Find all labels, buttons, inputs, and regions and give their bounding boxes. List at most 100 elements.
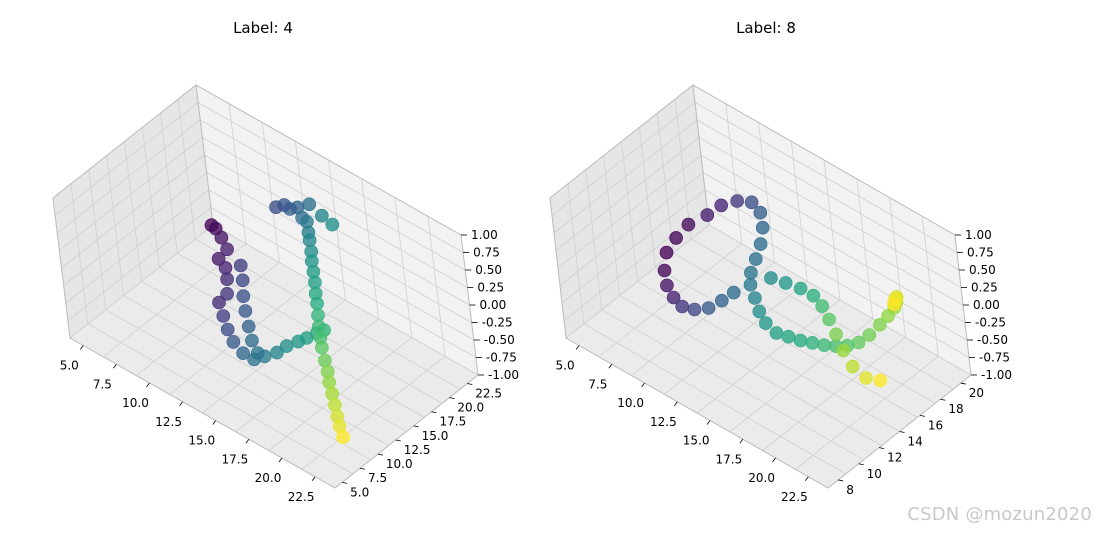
z-tick-label: -0.25 (975, 316, 1006, 330)
x-tick-label: 5.0 (556, 359, 575, 373)
x-tick-mark (146, 382, 150, 388)
data-point (744, 195, 759, 210)
y-tick-label: 5.0 (350, 485, 369, 499)
data-point (862, 328, 877, 342)
data-point (793, 333, 808, 348)
x-tick-mark (311, 476, 316, 481)
data-point (778, 276, 793, 290)
x-tick-mark (805, 476, 809, 481)
z-tick-label: 0.25 (477, 281, 504, 295)
y-tick-label: 18 (948, 402, 963, 416)
x-tick-label: 7.5 (588, 377, 607, 391)
data-point (675, 299, 690, 314)
data-point (815, 299, 830, 313)
y-tick-mark (467, 383, 473, 385)
x-tick-label: 20.0 (255, 471, 282, 485)
data-point (714, 198, 729, 213)
data-point (220, 286, 234, 301)
chart-title: Label: 8 (736, 19, 796, 37)
box-edges (549, 84, 972, 489)
y-tick-mark (449, 397, 455, 399)
data-point (845, 359, 860, 374)
data-point (302, 233, 317, 247)
z-tick-label: 1.00 (965, 228, 992, 242)
z-tick-label: 0.75 (473, 246, 500, 260)
z-tick-label: 1.00 (471, 228, 498, 242)
data-point (806, 288, 821, 303)
data-point (873, 373, 888, 388)
x-tick-label: 17.5 (222, 452, 249, 466)
data-point (270, 345, 284, 360)
x-tick-mark (113, 364, 117, 369)
x-tick-mark (278, 457, 283, 463)
data-point (279, 339, 294, 353)
data-point (291, 334, 306, 349)
y-tick-label: 20.0 (457, 401, 484, 415)
z-tick-label: 0.00 (973, 298, 1000, 312)
y-tick-label: 10 (867, 467, 882, 481)
y-tick-label: 12.5 (404, 443, 431, 457)
x-tick-mark (674, 401, 678, 406)
z-tick-label: -1.00 (981, 368, 1012, 382)
data-point (859, 371, 873, 385)
data-point (314, 208, 329, 223)
x-tick-mark (739, 439, 744, 444)
x-tick-label: 15.0 (188, 434, 215, 448)
y-tick-label: 20 (969, 386, 984, 400)
data-point (730, 194, 745, 208)
y-tick-label: 16 (928, 418, 943, 432)
x-tick-label: 12.5 (650, 415, 677, 429)
x-tick-mark (575, 345, 580, 350)
x-tick-label: 10.0 (122, 396, 149, 410)
x-tick-mark (79, 345, 84, 350)
data-point (836, 343, 851, 358)
y-tick-mark (395, 439, 401, 442)
data-point (681, 217, 696, 232)
data-point (764, 271, 778, 285)
y-tick-label: 14 (908, 435, 923, 449)
data-point (211, 251, 226, 266)
scatter-series (204, 197, 350, 445)
data-point (752, 304, 767, 319)
data-point (781, 329, 796, 344)
data-point (743, 277, 758, 292)
z-tick-label: 0.75 (967, 246, 994, 260)
x-tick-mark (245, 439, 250, 444)
data-point (817, 338, 832, 353)
data-point (700, 208, 715, 222)
x-tick-mark (179, 401, 183, 406)
z-tick-label: -0.50 (977, 333, 1008, 347)
x-tick-label: 20.0 (748, 471, 775, 485)
data-point (216, 309, 231, 323)
y-axis-ticks: 5.07.510.012.515.017.520.022.5 (342, 383, 502, 499)
data-point (315, 340, 329, 355)
data-point (669, 231, 683, 245)
data-point (714, 293, 729, 308)
data-point (233, 258, 248, 273)
data-point (793, 281, 808, 296)
y-axis-ticks: 8 10 12 14 16 18 20 (838, 382, 984, 497)
data-point (872, 317, 887, 332)
y-tick-mark (858, 463, 864, 466)
data-point (236, 346, 250, 361)
data-point (744, 265, 758, 280)
data-point (235, 273, 250, 288)
z-tick-label: -1.00 (488, 368, 519, 382)
z-tick-label: -0.25 (482, 316, 513, 330)
data-point (214, 230, 229, 245)
data-point (302, 197, 317, 212)
y-tick-mark (899, 431, 905, 433)
data-point (238, 304, 253, 318)
data-point (687, 302, 702, 317)
y-tick-label: 15.0 (422, 429, 449, 443)
x-tick-label: 22.5 (781, 490, 808, 504)
data-point (701, 301, 716, 315)
chart-title: Label: 4 (233, 19, 293, 37)
data-point (241, 319, 256, 334)
data-point (322, 375, 337, 390)
data-point (318, 353, 332, 368)
data-point (758, 316, 773, 330)
data-point (753, 205, 768, 220)
data-point (726, 285, 741, 300)
